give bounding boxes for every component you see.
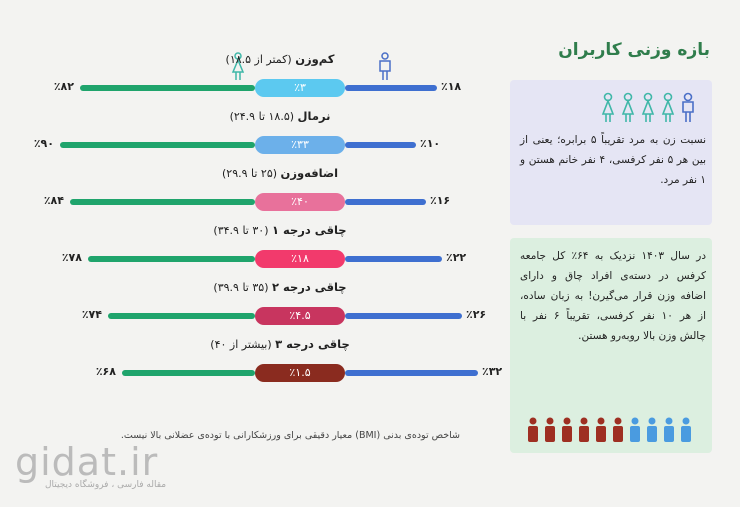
men-pct: ٪۱۰ (420, 137, 441, 150)
women-line (70, 199, 255, 205)
women-line (122, 370, 255, 376)
row-title: نرمال (۱۸.۵ تا ۲۴.۹) (190, 109, 370, 123)
row-name: نرمال (297, 109, 331, 123)
share-pill: ٪۱.۵ (255, 364, 345, 382)
row-title: چاقی درجه ۳ (بیشتر از ۴۰) (190, 337, 370, 351)
overweight-text: در سال ۱۴۰۳ نزدیک به ۶۴٪ کل جامعه کرفس د… (520, 250, 707, 342)
women-line (80, 85, 255, 91)
share-pill: ٪۴۰ (255, 193, 345, 211)
gender-icons (601, 92, 694, 122)
men-pct: ٪۱۶ (430, 194, 451, 207)
women-pct: ٪۹۰ (33, 137, 54, 150)
row-name: چاقی درجه ۱ (271, 223, 347, 237)
row-range: (۳۰ تا ۳۴.۹) (213, 224, 269, 237)
row-range: (کمتر از ۱۸.۵) (225, 53, 292, 66)
ratio-box (510, 80, 712, 225)
share-pill: ٪۱۸ (255, 250, 345, 268)
women-line (60, 142, 255, 148)
men-line (345, 313, 462, 319)
men-line (345, 256, 442, 262)
men-line (345, 370, 478, 376)
row-range: (۳۵ تا ۳۹.۹) (213, 281, 269, 294)
row-title: چاقی درجه ۲ (۳۵ تا ۳۹.۹) (190, 280, 370, 294)
watermark-tagline: مقاله فارسی ، فروشگاه دیجیتال (45, 480, 167, 490)
footnote: شاخص توده‌ی بدنی (BMI) معیار دقیقی برای … (120, 430, 460, 441)
women-pct: ٪۸۲ (53, 80, 74, 93)
men-pct: ٪۲۲ (446, 251, 467, 264)
men-line (345, 199, 426, 205)
women-pct: ٪۸۴ (43, 194, 64, 207)
share-pill: ٪۴.۵ (255, 307, 345, 325)
share-pill: ٪۳۳ (255, 136, 345, 154)
watermark-brand: gidat.ir (15, 440, 159, 484)
men-pct: ٪۳۲ (482, 365, 503, 378)
men-pct: ٪۱۸ (441, 80, 462, 93)
men-line (345, 85, 437, 91)
row-title: چاقی درجه ۱ (۳۰ تا ۳۴.۹) (190, 223, 370, 237)
row-name: چاقی درجه ۲ (271, 280, 347, 294)
women-line (88, 256, 255, 262)
women-line (108, 313, 255, 319)
row-range: (بیشتر از ۴۰) (210, 338, 272, 351)
row-range: (۱۸.۵ تا ۲۴.۹) (229, 110, 295, 123)
row-range: (۲۵ تا ۲۹.۹) (221, 167, 278, 180)
row-name: چاقی درجه ۳ (275, 337, 350, 351)
row-title: اضافه‌وزن (۲۵ تا ۲۹.۹) (190, 166, 370, 180)
overweight-box (510, 238, 712, 453)
men-pct: ٪۲۶ (466, 308, 487, 321)
row-name: اضافه‌وزن (280, 166, 339, 180)
row-icons (231, 52, 391, 80)
people-icons (528, 417, 691, 442)
men-line (345, 142, 416, 148)
title: بازه وزنی کاربران (558, 40, 710, 60)
ratio-text: نسبت زن به مرد تقریباً ۵ برابره؛ یعنی از… (520, 134, 706, 186)
women-pct: ٪۶۸ (95, 365, 116, 378)
row-title: کم‌وزن (کمتر از ۱۸.۵) (190, 52, 370, 66)
share-pill: ٪۳ (255, 79, 345, 97)
row-name: کم‌وزن (295, 52, 335, 66)
women-pct: ٪۷۴ (81, 308, 102, 321)
women-pct: ٪۷۸ (61, 251, 82, 264)
